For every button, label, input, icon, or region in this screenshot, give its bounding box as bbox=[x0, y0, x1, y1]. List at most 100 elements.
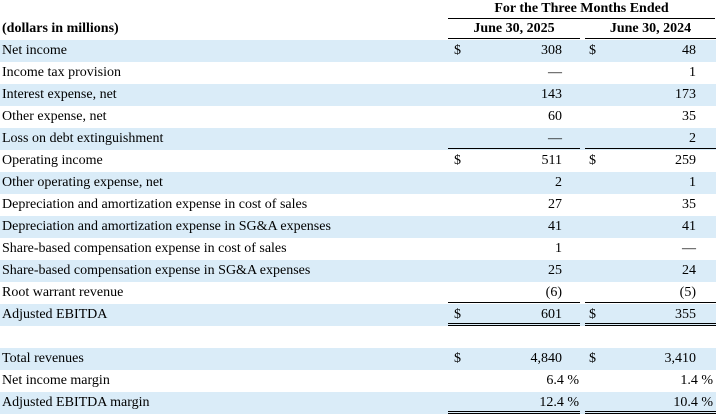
cell-value: 355 bbox=[675, 307, 696, 322]
value-cell: $259 bbox=[585, 150, 716, 171]
value-cell: 24 bbox=[585, 260, 716, 281]
value-cell: — bbox=[585, 238, 716, 259]
row-label: Income tax provision bbox=[2, 65, 121, 80]
cell-value: — bbox=[682, 241, 696, 256]
cell-value: 1.4 % bbox=[680, 373, 713, 388]
cell-value: (5) bbox=[679, 285, 696, 300]
currency-symbol: $ bbox=[454, 351, 461, 366]
value-cell: (6) bbox=[448, 282, 580, 303]
row-label: Interest expense, net bbox=[2, 87, 117, 102]
unit-label: (dollars in millions) bbox=[2, 21, 119, 36]
cell-value: — bbox=[548, 131, 562, 146]
table-row: Root warrant revenue (6) (5) bbox=[0, 282, 716, 304]
cell-value: — bbox=[548, 65, 562, 80]
row-label: Adjusted EBITDA margin bbox=[2, 395, 150, 410]
value-cell: $355 bbox=[585, 304, 716, 326]
row-label: Other expense, net bbox=[2, 109, 107, 124]
currency-symbol: $ bbox=[589, 153, 596, 168]
cell-value: 2 bbox=[555, 175, 562, 190]
cell-value: (6) bbox=[545, 285, 562, 300]
cell-value: 35 bbox=[682, 109, 696, 124]
value-cell: 35 bbox=[585, 106, 716, 127]
cell-value: 41 bbox=[548, 219, 562, 234]
row-label: Adjusted EBITDA bbox=[2, 307, 108, 322]
value-cell: 6.4 % bbox=[448, 370, 580, 391]
cell-value: 3,410 bbox=[664, 351, 697, 366]
value-cell: (5) bbox=[585, 282, 716, 303]
row-label: Share-based compensation expense in SG&A… bbox=[2, 263, 311, 278]
table-row: Total revenues $4,840 $3,410 bbox=[0, 348, 716, 370]
cell-value: 48 bbox=[682, 43, 696, 58]
cell-value: 27 bbox=[548, 197, 562, 212]
cell-value: 1 bbox=[689, 65, 696, 80]
value-cell: $511 bbox=[448, 150, 580, 171]
cell-value: 2 bbox=[689, 131, 696, 146]
super-header: For the Three Months Ended bbox=[448, 0, 715, 19]
value-cell: $601 bbox=[448, 304, 580, 326]
row-label: Net income margin bbox=[2, 373, 110, 388]
table-row: Adjusted EBITDA margin 12.4 % 10.4 % bbox=[0, 392, 716, 414]
value-cell: 1 bbox=[585, 172, 716, 193]
row-label: Root warrant revenue bbox=[2, 285, 124, 300]
row-label: Depreciation and amortization expense in… bbox=[2, 197, 308, 212]
value-cell: $308 bbox=[448, 40, 580, 61]
currency-symbol: $ bbox=[589, 351, 596, 366]
table-row: Income tax provision — 1 bbox=[0, 62, 716, 84]
value-cell: 2 bbox=[585, 128, 716, 149]
cell-value: 143 bbox=[541, 87, 562, 102]
cell-value: 60 bbox=[548, 109, 562, 124]
value-cell: 143 bbox=[448, 84, 580, 105]
cell-value: 10.4 % bbox=[673, 395, 713, 410]
cell-value: 6.4 % bbox=[546, 373, 579, 388]
value-cell: 27 bbox=[448, 194, 580, 215]
cell-value: 511 bbox=[541, 153, 562, 168]
table-row: Loss on debt extinguishment — 2 bbox=[0, 128, 716, 150]
row-label: Share-based compensation expense in cost… bbox=[2, 241, 287, 256]
value-cell: 41 bbox=[585, 216, 716, 237]
row-label: Operating income bbox=[2, 153, 103, 168]
cell-value: 41 bbox=[682, 219, 696, 234]
cell-value: 4,840 bbox=[530, 351, 563, 366]
table-row: Other operating expense, net 2 1 bbox=[0, 172, 716, 194]
cell-value: 24 bbox=[682, 263, 696, 278]
row-label: Net income bbox=[2, 43, 67, 58]
value-cell: $4,840 bbox=[448, 348, 580, 369]
currency-symbol: $ bbox=[589, 43, 596, 58]
currency-symbol: $ bbox=[589, 307, 596, 322]
table-row: Share-based compensation expense in SG&A… bbox=[0, 260, 716, 282]
currency-symbol: $ bbox=[454, 43, 461, 58]
value-cell: 173 bbox=[585, 84, 716, 105]
value-cell: $48 bbox=[585, 40, 716, 61]
value-cell: 1 bbox=[448, 238, 580, 259]
value-cell: $3,410 bbox=[585, 348, 716, 369]
row-label: Total revenues bbox=[2, 351, 84, 366]
cell-value: 35 bbox=[682, 197, 696, 212]
value-cell: 60 bbox=[448, 106, 580, 127]
cell-value: 601 bbox=[541, 307, 562, 322]
table-row: Operating income $511 $259 bbox=[0, 150, 716, 172]
value-cell: 1 bbox=[585, 62, 716, 83]
table-row: Depreciation and amortization expense in… bbox=[0, 194, 716, 216]
value-cell: 41 bbox=[448, 216, 580, 237]
column-header: June 30, 2025 bbox=[448, 20, 580, 39]
value-cell: — bbox=[448, 62, 580, 83]
table-row: Net income margin 6.4 % 1.4 % bbox=[0, 370, 716, 392]
table-row: Other expense, net 60 35 bbox=[0, 106, 716, 128]
row-label: Loss on debt extinguishment bbox=[2, 131, 164, 146]
table-row: Depreciation and amortization expense in… bbox=[0, 216, 716, 238]
cell-value: 1 bbox=[689, 175, 696, 190]
column-header: June 30, 2024 bbox=[585, 20, 716, 39]
cell-value: 259 bbox=[675, 153, 696, 168]
table-row: Net income $308 $48 bbox=[0, 40, 716, 62]
cell-value: 12.4 % bbox=[539, 395, 579, 410]
value-cell: 1.4 % bbox=[585, 370, 716, 391]
table-row: Share-based compensation expense in cost… bbox=[0, 238, 716, 260]
value-cell: 25 bbox=[448, 260, 580, 281]
row-label: Other operating expense, net bbox=[2, 175, 163, 190]
value-cell: 35 bbox=[585, 194, 716, 215]
table-row: Interest expense, net 143 173 bbox=[0, 84, 716, 106]
value-cell: 2 bbox=[448, 172, 580, 193]
currency-symbol: $ bbox=[454, 153, 461, 168]
table-row: Adjusted EBITDA $601 $355 bbox=[0, 304, 716, 326]
